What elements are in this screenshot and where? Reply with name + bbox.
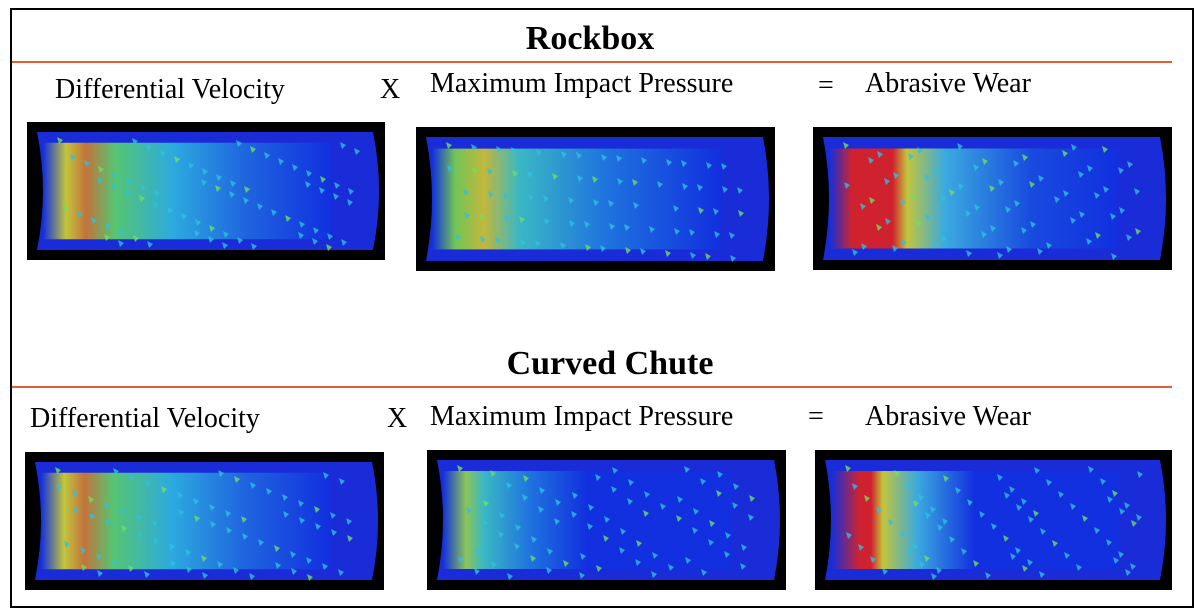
simulation-image bbox=[416, 127, 775, 271]
label: Differential Velocity bbox=[55, 74, 285, 106]
operator: = bbox=[808, 401, 824, 433]
section-title: Curved Chute bbox=[507, 345, 714, 383]
label: Maximum Impact Pressure bbox=[430, 68, 733, 100]
simulation-image bbox=[25, 452, 384, 590]
heat-region bbox=[443, 471, 732, 569]
label: Abrasive Wear bbox=[865, 68, 1031, 100]
heat-region bbox=[432, 149, 721, 250]
page: Rockbox Differential Velocity X Maximum … bbox=[0, 0, 1196, 590]
label: Maximum Impact Pressure bbox=[430, 401, 733, 433]
heat-region bbox=[829, 148, 1118, 248]
simulation-image bbox=[427, 450, 786, 590]
heat-region bbox=[43, 143, 331, 240]
operator: X bbox=[380, 74, 400, 106]
simulation-image bbox=[27, 122, 385, 260]
heat-region bbox=[41, 473, 330, 570]
operator: X bbox=[387, 403, 407, 435]
operator: = bbox=[818, 70, 834, 102]
rule bbox=[12, 61, 1172, 63]
label: Abrasive Wear bbox=[865, 401, 1031, 433]
simulation-image bbox=[815, 450, 1172, 590]
rule bbox=[12, 386, 1172, 388]
section-title: Rockbox bbox=[526, 20, 654, 58]
label: Differential Velocity bbox=[30, 403, 260, 435]
heat-region bbox=[831, 471, 1118, 569]
simulation-image bbox=[813, 127, 1172, 270]
